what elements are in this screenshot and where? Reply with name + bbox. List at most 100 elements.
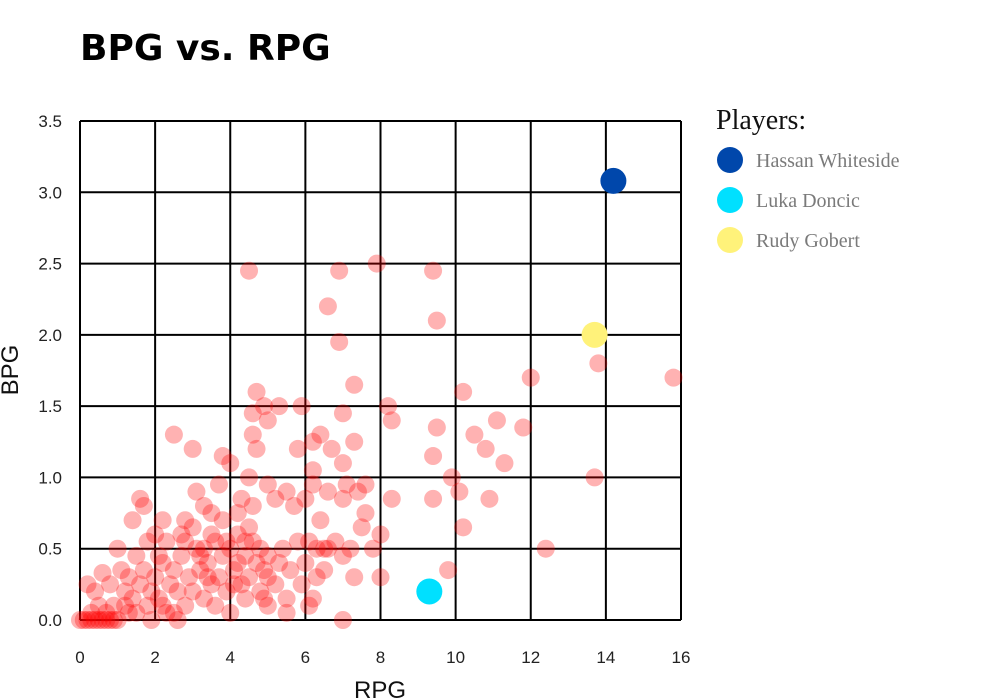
data-point xyxy=(585,468,604,487)
highlighted-players xyxy=(416,167,627,605)
data-point xyxy=(454,518,473,537)
data-point xyxy=(93,563,112,582)
y-tick-label: 3.0 xyxy=(38,183,62,202)
data-point xyxy=(97,611,116,629)
data-point xyxy=(303,589,322,608)
data-point xyxy=(71,611,89,629)
data-point xyxy=(345,568,364,587)
data-point xyxy=(247,382,266,401)
data-point xyxy=(363,539,382,558)
data-point xyxy=(213,447,232,466)
data-point xyxy=(74,611,93,629)
data-point xyxy=(318,297,337,316)
legend: Players: Hassan Whiteside Luka Doncic Rudy… xyxy=(716,105,900,253)
data-point xyxy=(202,504,221,523)
data-point xyxy=(217,582,236,601)
data-point xyxy=(281,561,300,580)
data-points xyxy=(71,254,683,629)
data-point xyxy=(82,603,101,622)
data-point xyxy=(157,603,176,622)
data-point xyxy=(367,254,386,273)
data-point xyxy=(168,611,187,629)
highlight-point xyxy=(581,321,608,348)
data-point xyxy=(345,432,364,451)
data-point xyxy=(108,539,127,558)
y-tick-label: 0.0 xyxy=(38,611,62,630)
data-point xyxy=(161,575,180,594)
data-point xyxy=(202,525,221,544)
data-point xyxy=(228,525,247,544)
data-point xyxy=(356,504,375,523)
data-point xyxy=(240,568,259,587)
data-point xyxy=(495,454,514,473)
data-point xyxy=(315,561,334,580)
data-point xyxy=(101,611,120,629)
data-point xyxy=(176,596,195,615)
data-point xyxy=(138,532,157,551)
data-point xyxy=(247,439,266,458)
data-point xyxy=(243,532,262,551)
data-point xyxy=(194,539,213,558)
data-point xyxy=(194,589,213,608)
data-point xyxy=(300,532,319,551)
data-point xyxy=(318,539,337,558)
data-point xyxy=(251,582,270,601)
data-point xyxy=(303,432,322,451)
legend-marker xyxy=(717,147,743,173)
legend-marker xyxy=(717,227,743,253)
data-point xyxy=(78,575,97,594)
x-tick-label: 16 xyxy=(672,648,691,667)
data-point xyxy=(348,482,367,501)
data-point xyxy=(450,482,469,501)
data-point xyxy=(172,546,191,565)
grid xyxy=(79,120,682,621)
data-point xyxy=(209,568,228,587)
data-point xyxy=(104,596,123,615)
data-point xyxy=(258,546,277,565)
data-point xyxy=(116,582,135,601)
data-point xyxy=(240,518,259,537)
data-point xyxy=(333,489,352,508)
data-point xyxy=(236,532,255,551)
data-point xyxy=(236,589,255,608)
data-point xyxy=(138,596,157,615)
data-point xyxy=(86,582,105,601)
data-point xyxy=(164,425,183,444)
data-point xyxy=(341,539,360,558)
data-point xyxy=(157,532,176,551)
data-point xyxy=(153,553,172,572)
data-point xyxy=(258,568,277,587)
data-point xyxy=(664,368,683,387)
data-point xyxy=(149,589,168,608)
data-point xyxy=(209,475,228,494)
data-point xyxy=(116,596,135,615)
data-point xyxy=(476,439,495,458)
data-point xyxy=(134,561,153,580)
data-point xyxy=(371,568,390,587)
highlight-point xyxy=(416,578,443,605)
data-point xyxy=(236,546,255,565)
data-point xyxy=(296,553,315,572)
data-point xyxy=(424,489,443,508)
y-tick-label: 1.0 xyxy=(38,468,62,487)
data-point xyxy=(442,468,461,487)
data-point xyxy=(164,603,183,622)
data-point xyxy=(307,568,326,587)
data-point xyxy=(292,397,311,416)
data-point xyxy=(330,261,349,280)
legend-marker xyxy=(717,187,743,213)
data-point xyxy=(273,539,292,558)
data-point xyxy=(194,496,213,515)
data-point xyxy=(292,575,311,594)
data-point xyxy=(123,589,142,608)
data-point xyxy=(345,375,364,394)
data-point xyxy=(330,332,349,351)
data-point xyxy=(89,596,108,615)
data-point xyxy=(97,603,116,622)
x-tick-label: 6 xyxy=(301,648,310,667)
data-point xyxy=(176,532,195,551)
data-point xyxy=(119,568,138,587)
data-point xyxy=(536,539,555,558)
data-point xyxy=(424,261,443,280)
data-point xyxy=(131,489,150,508)
